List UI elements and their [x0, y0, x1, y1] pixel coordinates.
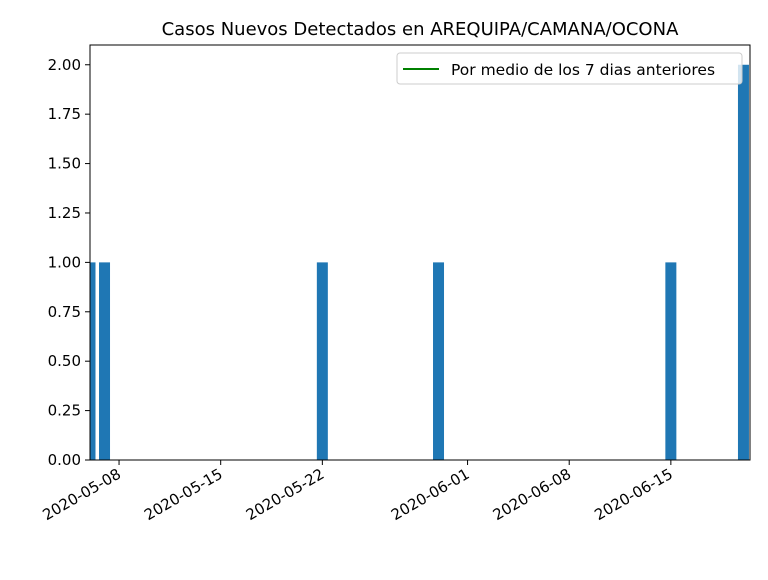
y-tick-label: 0.50 — [48, 352, 81, 370]
y-tick-label: 2.00 — [48, 56, 81, 74]
bar — [433, 262, 445, 460]
x-tick-label: 2020-06-15 — [591, 465, 676, 524]
y-tick-label: 1.75 — [48, 105, 81, 123]
y-tick-label: 1.00 — [48, 253, 81, 271]
x-tick-label: 2020-06-08 — [490, 465, 575, 524]
chart-title: Casos Nuevos Detectados en AREQUIPA/CAMA… — [162, 19, 679, 40]
bar — [316, 262, 328, 460]
bar — [737, 64, 749, 460]
legend: Por medio de los 7 dias anteriores — [396, 52, 743, 85]
x-tick-label: 2020-06-01 — [388, 465, 473, 524]
legend-box — [396, 52, 743, 85]
x-tick-label: 2020-05-08 — [40, 465, 125, 524]
bar — [665, 262, 677, 460]
y-tick-label: 1.25 — [48, 204, 81, 222]
y-axis-ticks: 0.00 0.25 0.50 0.75 1.00 1.25 1.50 1.75 2.00 — [48, 56, 90, 469]
y-tick-label: 0.25 — [48, 402, 81, 420]
x-axis-ticks: 2020-05-08 2020-05-15 2020-05-22 2020-06-01… — [40, 460, 676, 524]
y-tick-label: 1.50 — [48, 155, 81, 173]
y-tick-label: 0.00 — [48, 451, 81, 469]
x-tick-label: 2020-05-15 — [141, 465, 226, 524]
bars-layer — [90, 64, 749, 460]
y-tick-label: 0.75 — [48, 303, 81, 321]
x-tick-label: 2020-05-22 — [243, 465, 328, 524]
plot-frame — [89, 44, 751, 461]
bar — [90, 262, 96, 460]
legend-label: Por medio de los 7 dias anteriores — [451, 61, 715, 79]
bar — [99, 262, 111, 460]
